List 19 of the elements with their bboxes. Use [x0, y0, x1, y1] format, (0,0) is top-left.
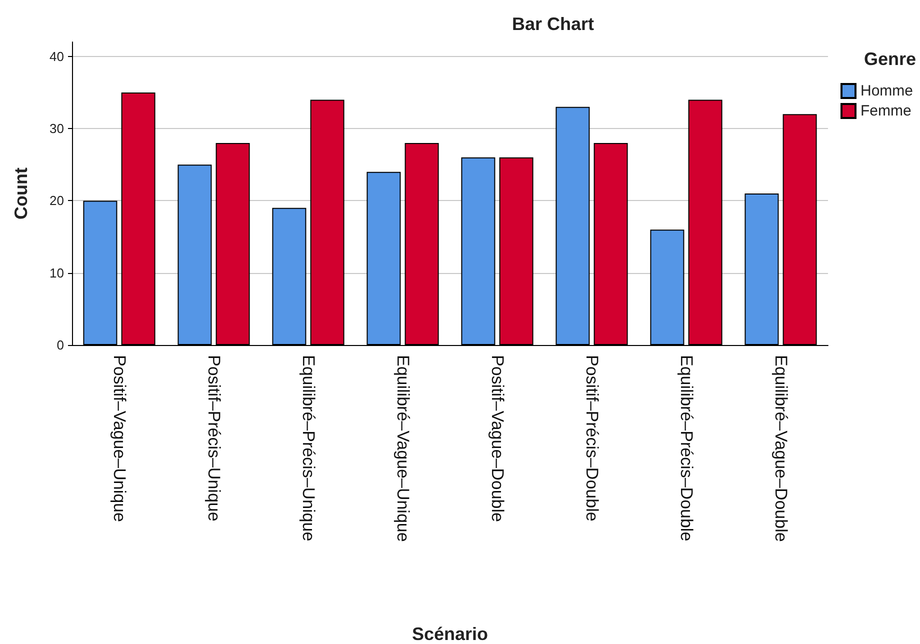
x-axis-title: Scénario [412, 624, 488, 644]
legend-title: Genre [864, 49, 916, 69]
x-tick-label: Equilibré–Vague–Double [771, 355, 790, 542]
chart-title: Bar Chart [512, 14, 594, 34]
legend-label: Femme [860, 102, 912, 120]
x-tick-label: Positif–Vague–Double [488, 355, 507, 522]
x-tick-label: Equilibré–Précis–Unique [298, 355, 318, 542]
legend-label: Homme [860, 82, 914, 100]
x-tick-label: Equilibré–Vague–Unique [393, 355, 412, 542]
y-tick-label: 40 [50, 48, 64, 64]
x-tick-label: Positif–Vague–Unique [110, 355, 129, 522]
y-tick-label: 30 [50, 121, 64, 136]
x-tick-label: Equilibré–Précis–Double [676, 355, 696, 542]
y-axis-title: Count [11, 168, 31, 220]
y-tick-label: 20 [50, 193, 64, 208]
x-tick-label: Positif–Précis–Unique [204, 355, 224, 522]
x-tick-label: Positif–Précis–Double [582, 355, 602, 522]
y-tick-label: 0 [56, 338, 64, 352]
y-tick-label: 10 [50, 265, 64, 280]
